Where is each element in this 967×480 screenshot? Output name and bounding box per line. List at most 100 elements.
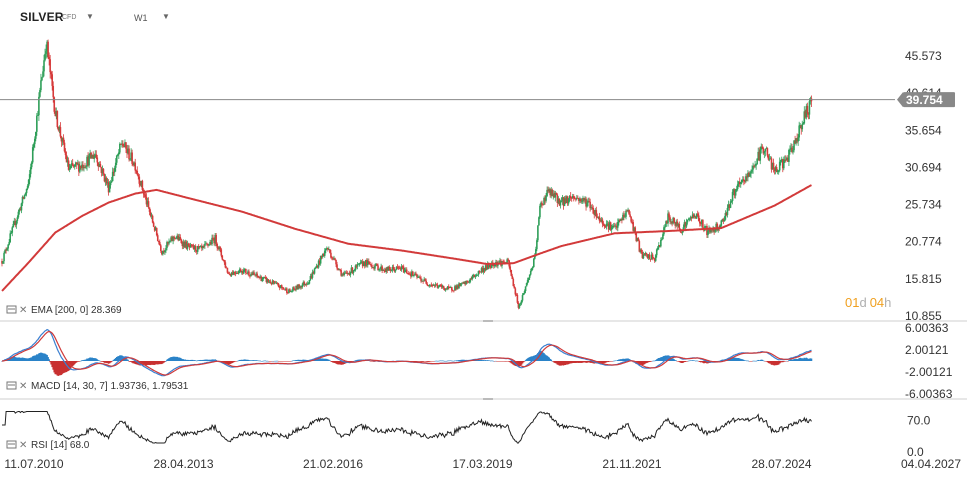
candle-body	[134, 162, 137, 171]
macd-histogram-bar	[151, 361, 154, 365]
timeframe-selector[interactable]: W1	[134, 13, 148, 23]
macd-histogram-bar	[456, 360, 458, 361]
macd-histogram-bar	[148, 361, 151, 365]
candle-body	[238, 269, 241, 271]
macd-histogram-bar	[734, 357, 737, 361]
candle-body	[94, 154, 97, 156]
candle-body	[247, 271, 249, 274]
macd-histogram-bar	[63, 361, 66, 373]
time-axis-tick-label: 28.07.2024	[751, 457, 811, 471]
macd-histogram-bar	[441, 360, 444, 362]
macd-histogram-bar	[208, 359, 210, 361]
candle-body	[230, 272, 233, 276]
candle-body	[146, 201, 149, 205]
macd-histogram-bar	[39, 352, 41, 361]
macd-histogram-bar	[191, 359, 194, 361]
macd-histogram-bar	[702, 361, 704, 363]
candle-body	[621, 219, 623, 221]
macd-histogram-bar	[438, 360, 441, 362]
indicator-close-icon[interactable]: ✕	[19, 440, 27, 451]
pane-resize-handle[interactable]	[483, 398, 493, 400]
macd-indicator-controls[interactable]: ✕ MACD [14, 30, 7] 1.93736, 1.79531	[6, 381, 189, 392]
macd-histogram-bar	[568, 361, 571, 364]
candle-body	[393, 268, 396, 272]
candle-body	[350, 267, 353, 273]
macd-histogram-bar	[19, 357, 22, 361]
macd-histogram-bar	[674, 360, 676, 361]
candle-body	[235, 273, 238, 274]
candle-body	[519, 303, 522, 305]
pane-resize-handle[interactable]	[483, 320, 493, 322]
macd-histogram-bar	[549, 358, 551, 361]
candle-body	[516, 294, 519, 303]
macd-histogram-bar	[302, 359, 305, 361]
macd-histogram-bar	[91, 357, 93, 361]
candle-body	[523, 291, 526, 294]
candle-body	[348, 273, 351, 275]
macd-histogram-bar	[566, 361, 569, 365]
candle-body	[618, 220, 620, 223]
rsi-indicator-controls[interactable]: ✕ RSI [14] 68.0	[6, 440, 90, 451]
candle-body	[371, 265, 373, 268]
macd-histogram-bar	[673, 359, 675, 361]
candle-body	[604, 226, 607, 228]
symbol-name[interactable]: SILVER	[20, 10, 64, 24]
candle-body	[753, 166, 755, 167]
macd-histogram-bar	[269, 361, 272, 362]
macd-histogram-bar	[801, 358, 804, 361]
macd-histogram-bar	[684, 361, 687, 362]
macd-histogram-bar	[706, 361, 708, 364]
macd-histogram-bar	[290, 361, 292, 362]
ema-indicator-controls[interactable]: ✕ EMA [200, 0] 28.369	[6, 305, 122, 316]
candle-body	[162, 250, 164, 255]
macd-histogram-bar	[209, 359, 211, 361]
candle-body	[308, 280, 311, 284]
candle-body	[568, 196, 571, 199]
candle-body	[23, 194, 26, 199]
symbol-dropdown-icon[interactable]: ▼	[86, 12, 94, 21]
candle-body	[694, 216, 697, 219]
macd-histogram-bar	[338, 361, 340, 365]
macd-histogram-bar	[659, 357, 661, 361]
indicator-close-icon[interactable]: ✕	[19, 381, 27, 392]
macd-histogram-bar	[600, 361, 603, 363]
candle-body	[654, 255, 657, 261]
macd-histogram-bar	[341, 361, 343, 365]
macd-histogram-bar	[545, 355, 547, 361]
candle-body	[664, 226, 666, 228]
macd-histogram-bar	[460, 359, 462, 361]
macd-histogram-bar	[98, 360, 101, 361]
indicator-settings-icon[interactable]	[6, 305, 17, 314]
candle-body	[150, 215, 153, 217]
candle-body	[413, 275, 415, 277]
indicator-settings-icon[interactable]	[6, 440, 17, 449]
candle-body	[628, 209, 630, 215]
indicator-close-icon[interactable]: ✕	[19, 305, 27, 316]
macd-histogram-bar	[417, 361, 419, 362]
macd-histogram-bar	[229, 361, 232, 364]
macd-histogram-bar	[784, 361, 786, 362]
candle-body	[513, 286, 516, 289]
indicator-settings-icon[interactable]	[6, 381, 17, 390]
candle-body	[51, 74, 54, 86]
timeframe-dropdown-icon[interactable]: ▼	[162, 12, 170, 21]
candle-body	[289, 289, 291, 292]
macd-histogram-bar	[32, 355, 35, 361]
candle-body	[803, 111, 806, 124]
candle-body	[165, 248, 167, 251]
macd-histogram-bar	[655, 359, 658, 361]
candle-body	[395, 266, 398, 270]
macd-histogram-bar	[527, 357, 530, 361]
candle-body	[573, 198, 576, 200]
macd-histogram-bar	[613, 360, 616, 362]
candle-body	[454, 286, 456, 291]
candle-body	[569, 196, 572, 198]
ema-200-line	[1, 184, 812, 292]
candle-body	[747, 172, 749, 178]
candle-body	[695, 213, 698, 219]
macd-histogram-bar	[86, 358, 88, 361]
macd-histogram-bar	[503, 361, 505, 362]
macd-histogram-bar	[37, 354, 39, 361]
candle-body	[551, 189, 554, 197]
